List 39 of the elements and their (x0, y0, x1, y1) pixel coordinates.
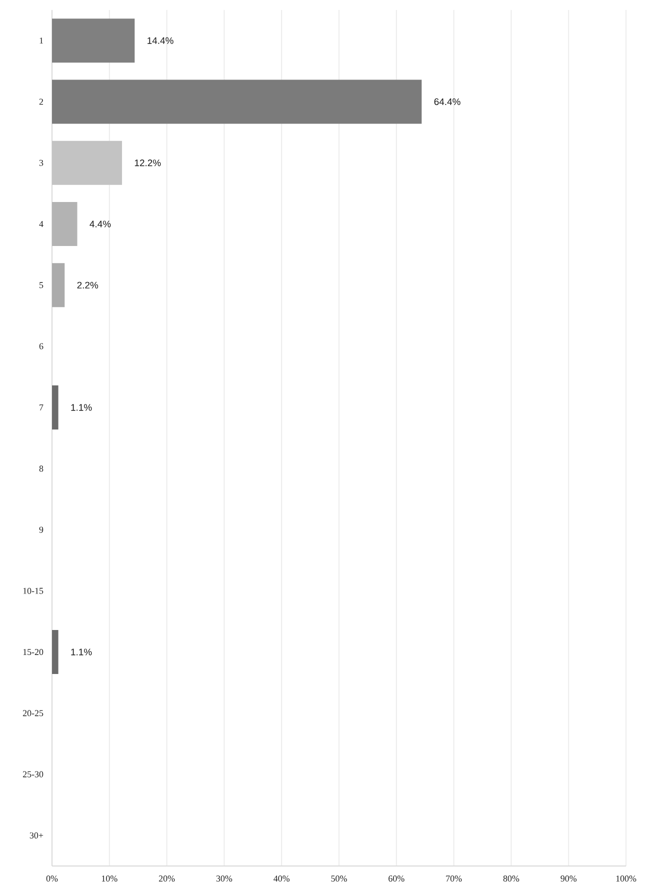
y-tick-label: 4 (39, 221, 44, 227)
data-label: 14.4% (148, 37, 174, 44)
bar (52, 80, 422, 124)
y-tick-label: 20-25 (22, 710, 44, 716)
data-label: 1.1% (71, 648, 92, 656)
data-label: 4.4% (90, 220, 111, 228)
data-label: 2.2% (77, 282, 98, 288)
y-tick-label: 30+ (30, 832, 44, 838)
y-tick-label: 1 (40, 38, 43, 44)
data-label: 12.2% (134, 160, 161, 166)
data-label: 64.4% (434, 98, 460, 106)
y-tick-label: 5 (40, 282, 44, 288)
x-tick-label: 0% (46, 876, 58, 882)
bar (52, 630, 58, 674)
x-tick-label: 90% (560, 876, 577, 882)
x-tick-label: 20% (158, 876, 175, 882)
bar (52, 202, 78, 246)
bar (52, 140, 122, 185)
bar (52, 385, 58, 430)
data-label: 1.1% (71, 404, 92, 411)
y-tick-label: 25-30 (22, 771, 44, 778)
y-tick-label: 2 (39, 98, 43, 105)
y-tick-label: 7 (40, 404, 44, 410)
y-tick-label: 15-20 (23, 648, 44, 656)
y-tick-label: 10-15 (23, 588, 44, 594)
x-tick-label: 10% (102, 876, 118, 882)
y-tick-label: 6 (39, 343, 44, 350)
x-tick-label: 70% (446, 876, 462, 882)
y-tick-label: 9 (39, 526, 44, 533)
x-tick-label: 40% (274, 876, 290, 882)
x-tick-label: 100% (616, 876, 636, 882)
x-tick-label: 30% (216, 876, 232, 882)
y-tick-label: 3 (39, 160, 44, 166)
y-tick-label: 8 (39, 466, 44, 472)
x-tick-label: 80% (503, 876, 520, 882)
x-tick-label: 60% (388, 876, 404, 882)
x-tick-label: 50% (331, 876, 347, 882)
bar (52, 263, 65, 308)
bar (52, 18, 135, 63)
